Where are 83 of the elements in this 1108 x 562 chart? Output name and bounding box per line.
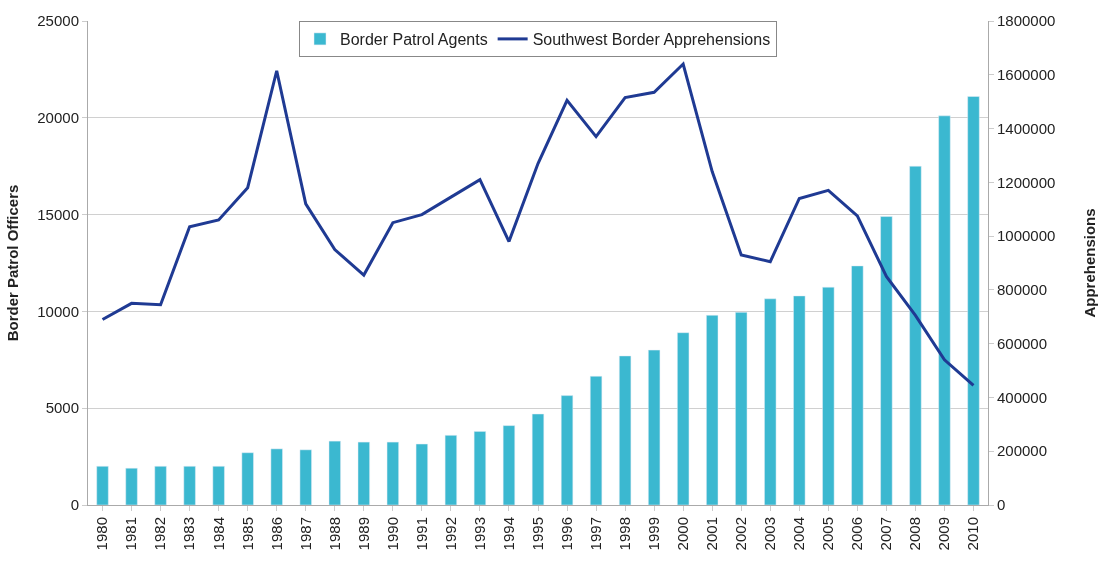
- y-tick-label: 20000: [37, 109, 79, 127]
- x-tick-label: 1986: [267, 517, 285, 551]
- x-tick-label: 2002: [732, 517, 750, 551]
- bar: [735, 312, 748, 505]
- x-tick-label: 2005: [819, 517, 837, 551]
- x-tick-label: 1985: [238, 517, 256, 551]
- x-tick-label: 1991: [412, 517, 430, 551]
- x-tick-label: 2001: [703, 517, 721, 551]
- bar: [706, 315, 719, 505]
- bar: [415, 443, 428, 505]
- y2-axis-title: Apprehensions: [1081, 208, 1099, 318]
- y2-tick-label: 1400000: [997, 119, 1056, 137]
- bar: [357, 441, 370, 505]
- x-tick-label: 2006: [848, 517, 866, 551]
- y2-tick-label: 1200000: [997, 173, 1056, 191]
- x-tick-label: 1980: [93, 517, 111, 551]
- bar: [590, 376, 603, 505]
- x-tick-label: 1994: [499, 517, 517, 551]
- x-tick-label: 2000: [674, 517, 692, 551]
- x-tick-label: 2007: [877, 517, 895, 551]
- bar: [619, 355, 632, 505]
- bar: [531, 413, 545, 505]
- x-tick-label: 2010: [964, 517, 982, 551]
- x-tick-label: 2003: [761, 517, 779, 551]
- bar: [183, 466, 196, 505]
- bar: [793, 295, 806, 505]
- x-tick-label: 2009: [935, 517, 953, 551]
- bar: [502, 425, 516, 505]
- bar: [938, 115, 951, 505]
- x-tick-label: 2004: [790, 517, 808, 551]
- x-tick-label: 1997: [586, 517, 604, 551]
- x-tick-label: 1982: [151, 517, 169, 551]
- y2-tick-label: 600000: [997, 334, 1048, 352]
- y2-tick-label: 0: [997, 496, 1006, 514]
- x-tick-label: 1988: [325, 517, 343, 551]
- y-axis-title: Border Patrol Officers: [3, 184, 21, 342]
- x-tick-label: 1989: [354, 517, 372, 551]
- x-tick-label: 1990: [383, 517, 401, 551]
- x-tick-label: 2008: [906, 517, 924, 551]
- bar: [328, 440, 341, 505]
- x-tick-label: 1993: [470, 517, 488, 551]
- x-tick-label: 1981: [122, 517, 140, 551]
- x-tick-label: 1998: [615, 517, 633, 551]
- y2-tick-label: 1600000: [997, 66, 1056, 84]
- bar: [560, 395, 574, 505]
- y2-tick-label: 400000: [997, 388, 1048, 406]
- y-tick-label: 15000: [37, 205, 79, 223]
- y2-tick-label: 800000: [997, 281, 1048, 299]
- y2-tick-label: 200000: [997, 442, 1048, 460]
- bar: [212, 466, 225, 505]
- y2-tick-label: 1000000: [997, 227, 1056, 245]
- bar: [909, 165, 922, 505]
- y-tick-label: 10000: [37, 302, 79, 320]
- bar: [967, 96, 980, 505]
- x-tick-label: 1992: [441, 517, 459, 551]
- x-tick-label: 1984: [209, 517, 227, 551]
- bar: [299, 449, 312, 505]
- y2-tick-label: 1800000: [997, 12, 1056, 30]
- x-tick-label: 1996: [557, 517, 575, 551]
- x-tick-label: 1987: [296, 517, 314, 551]
- y-tick-label: 0: [70, 496, 79, 514]
- x-tick-label: 1983: [180, 517, 198, 551]
- bar: [851, 265, 864, 505]
- bar: [473, 431, 486, 505]
- bar: [764, 298, 777, 505]
- bar: [96, 466, 109, 505]
- bar: [677, 332, 690, 505]
- y-tick-label: 25000: [37, 12, 79, 30]
- bar: [880, 216, 893, 505]
- bar: [125, 467, 138, 505]
- bar: [270, 448, 283, 505]
- bar: [386, 441, 399, 505]
- y-tick-label: 5000: [45, 399, 79, 417]
- bar: [822, 286, 835, 505]
- x-tick-label: 1999: [645, 517, 663, 551]
- bar: [648, 349, 661, 505]
- bar: [154, 466, 167, 505]
- legend-label: Southwest Border Apprehensions: [532, 31, 771, 49]
- bar: [241, 452, 254, 505]
- bar: [444, 435, 457, 505]
- line-series: [101, 62, 975, 387]
- x-tick-label: 1995: [528, 517, 546, 551]
- legend-label: Border Patrol Agents: [340, 31, 488, 49]
